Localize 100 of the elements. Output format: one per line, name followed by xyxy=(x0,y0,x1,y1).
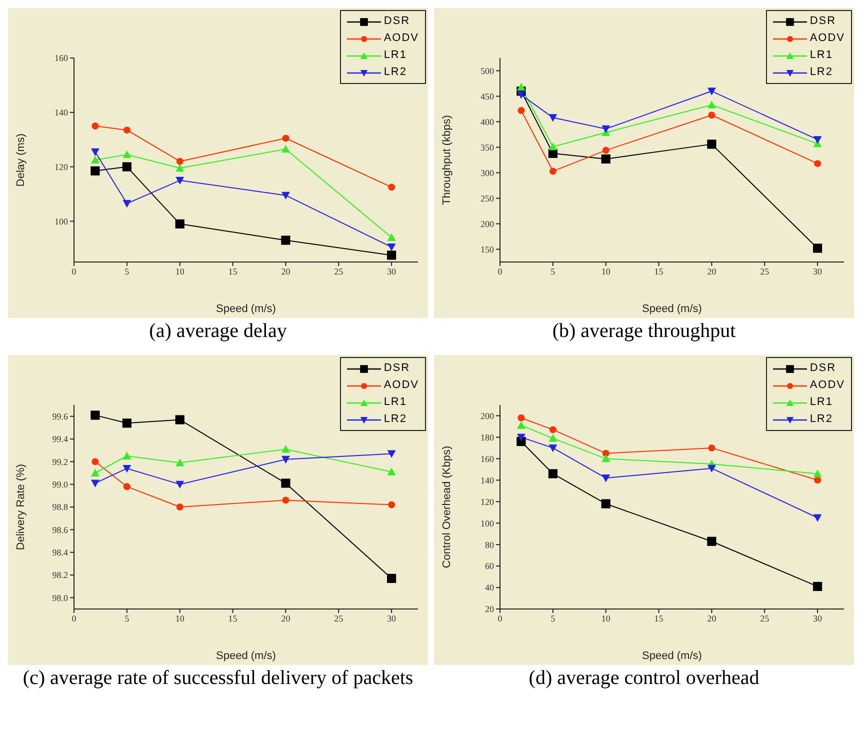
point xyxy=(122,150,132,158)
point xyxy=(122,418,132,428)
point xyxy=(90,148,100,156)
point xyxy=(518,107,525,114)
legend-label: LR2 xyxy=(810,412,833,427)
text: (d) average control overhead xyxy=(528,666,760,691)
y-tick-label: 100 xyxy=(480,518,494,528)
x-tick-label: 15 xyxy=(228,266,238,276)
y-tick-label: 120 xyxy=(480,496,494,507)
point xyxy=(601,154,610,164)
point xyxy=(602,474,610,482)
y-tick-label: 200 xyxy=(480,410,494,421)
y-tick-label: 300 xyxy=(480,168,494,178)
text: (b) average throughput xyxy=(551,319,737,344)
x-tick-label: 5 xyxy=(550,613,556,624)
point xyxy=(281,192,290,200)
x-tick-label: 15 xyxy=(654,613,664,624)
point xyxy=(281,144,290,153)
point xyxy=(175,415,184,424)
point xyxy=(92,458,99,466)
x-tick-label: 15 xyxy=(228,613,238,624)
y-tick-label: 20 xyxy=(485,604,494,614)
point xyxy=(707,140,716,149)
x-tick-label: 30 xyxy=(387,613,397,624)
point xyxy=(176,176,184,185)
y-axis-title: Throughput (kbps) xyxy=(440,115,453,205)
legend-label: DSR xyxy=(384,14,410,29)
x-tick-label: 20 xyxy=(707,613,717,624)
x-tick-label: 25 xyxy=(760,613,770,624)
point xyxy=(516,91,526,99)
legend-label: DSR xyxy=(810,361,836,376)
y-tick-label: 98.2 xyxy=(52,570,68,580)
x-tick-label: 15 xyxy=(654,266,664,276)
x-tick-label: 10 xyxy=(175,613,185,624)
x-tick-label: 20 xyxy=(707,266,717,276)
y-tick-label: 450 xyxy=(480,91,494,102)
point xyxy=(176,480,184,489)
point xyxy=(386,574,396,583)
point xyxy=(814,160,822,168)
y-tick-label: 140 xyxy=(54,108,68,118)
y-axis-title: Delivery Rate (%) xyxy=(14,464,27,550)
legend-label: LR2 xyxy=(384,412,407,427)
x-tick-label: 25 xyxy=(760,266,770,276)
point xyxy=(813,470,822,478)
point xyxy=(90,156,100,164)
point xyxy=(90,410,100,420)
y-tick-label: 99.2 xyxy=(52,456,68,467)
y-axis-title: Delay (ms) xyxy=(14,133,27,187)
legend-label: DSR xyxy=(810,14,836,29)
point xyxy=(388,501,396,508)
text: (a) average delay xyxy=(148,319,288,344)
point xyxy=(387,244,396,252)
x-tick-label: 10 xyxy=(601,613,611,624)
point xyxy=(281,236,290,245)
point xyxy=(122,200,132,208)
x-axis-title: Speed (m/s) xyxy=(216,650,276,662)
legend-label: LR1 xyxy=(810,395,833,410)
y-tick-label: 98.8 xyxy=(52,502,68,512)
point xyxy=(602,125,610,134)
point xyxy=(386,250,396,260)
y-tick-label: 160 xyxy=(54,53,68,64)
y-tick-label: 99.6 xyxy=(52,412,68,422)
point xyxy=(282,134,290,142)
legend-label: LR2 xyxy=(384,65,407,80)
y-tick-label: 160 xyxy=(480,454,494,464)
legend-label: AODV xyxy=(384,31,419,46)
x-tick-label: 20 xyxy=(281,613,291,624)
point xyxy=(90,480,100,488)
point xyxy=(518,414,525,422)
point xyxy=(282,496,290,504)
point xyxy=(707,536,716,546)
x-tick-label: 25 xyxy=(334,613,344,624)
point xyxy=(387,468,396,476)
point xyxy=(92,122,99,130)
y-tick-label: 98.4 xyxy=(52,548,68,558)
point xyxy=(812,582,822,592)
x-axis-title: Speed (m/s) xyxy=(642,303,702,315)
x-tick-label: 10 xyxy=(175,266,185,276)
point xyxy=(549,168,556,175)
point xyxy=(548,444,558,452)
legend-label: LR1 xyxy=(810,48,833,63)
y-tick-label: 150 xyxy=(480,244,494,254)
y-tick-label: 99.0 xyxy=(52,480,68,490)
point xyxy=(813,136,822,144)
point xyxy=(707,464,716,473)
x-tick-label: 25 xyxy=(334,266,344,276)
legend-label: DSR xyxy=(384,361,410,376)
point xyxy=(175,219,184,228)
x-tick-label: 30 xyxy=(813,613,823,624)
point xyxy=(708,444,716,452)
point xyxy=(814,476,822,484)
y-axis-title: Control Overhead (Kbps) xyxy=(440,446,453,568)
point xyxy=(708,112,716,119)
legend-label: LR1 xyxy=(384,395,407,410)
x-tick-label: 5 xyxy=(124,613,130,624)
x-axis-title: Speed (m/s) xyxy=(642,650,702,662)
point xyxy=(548,469,558,478)
point xyxy=(123,483,130,490)
x-tick-label: 0 xyxy=(72,613,77,624)
legend-label: AODV xyxy=(810,378,845,393)
